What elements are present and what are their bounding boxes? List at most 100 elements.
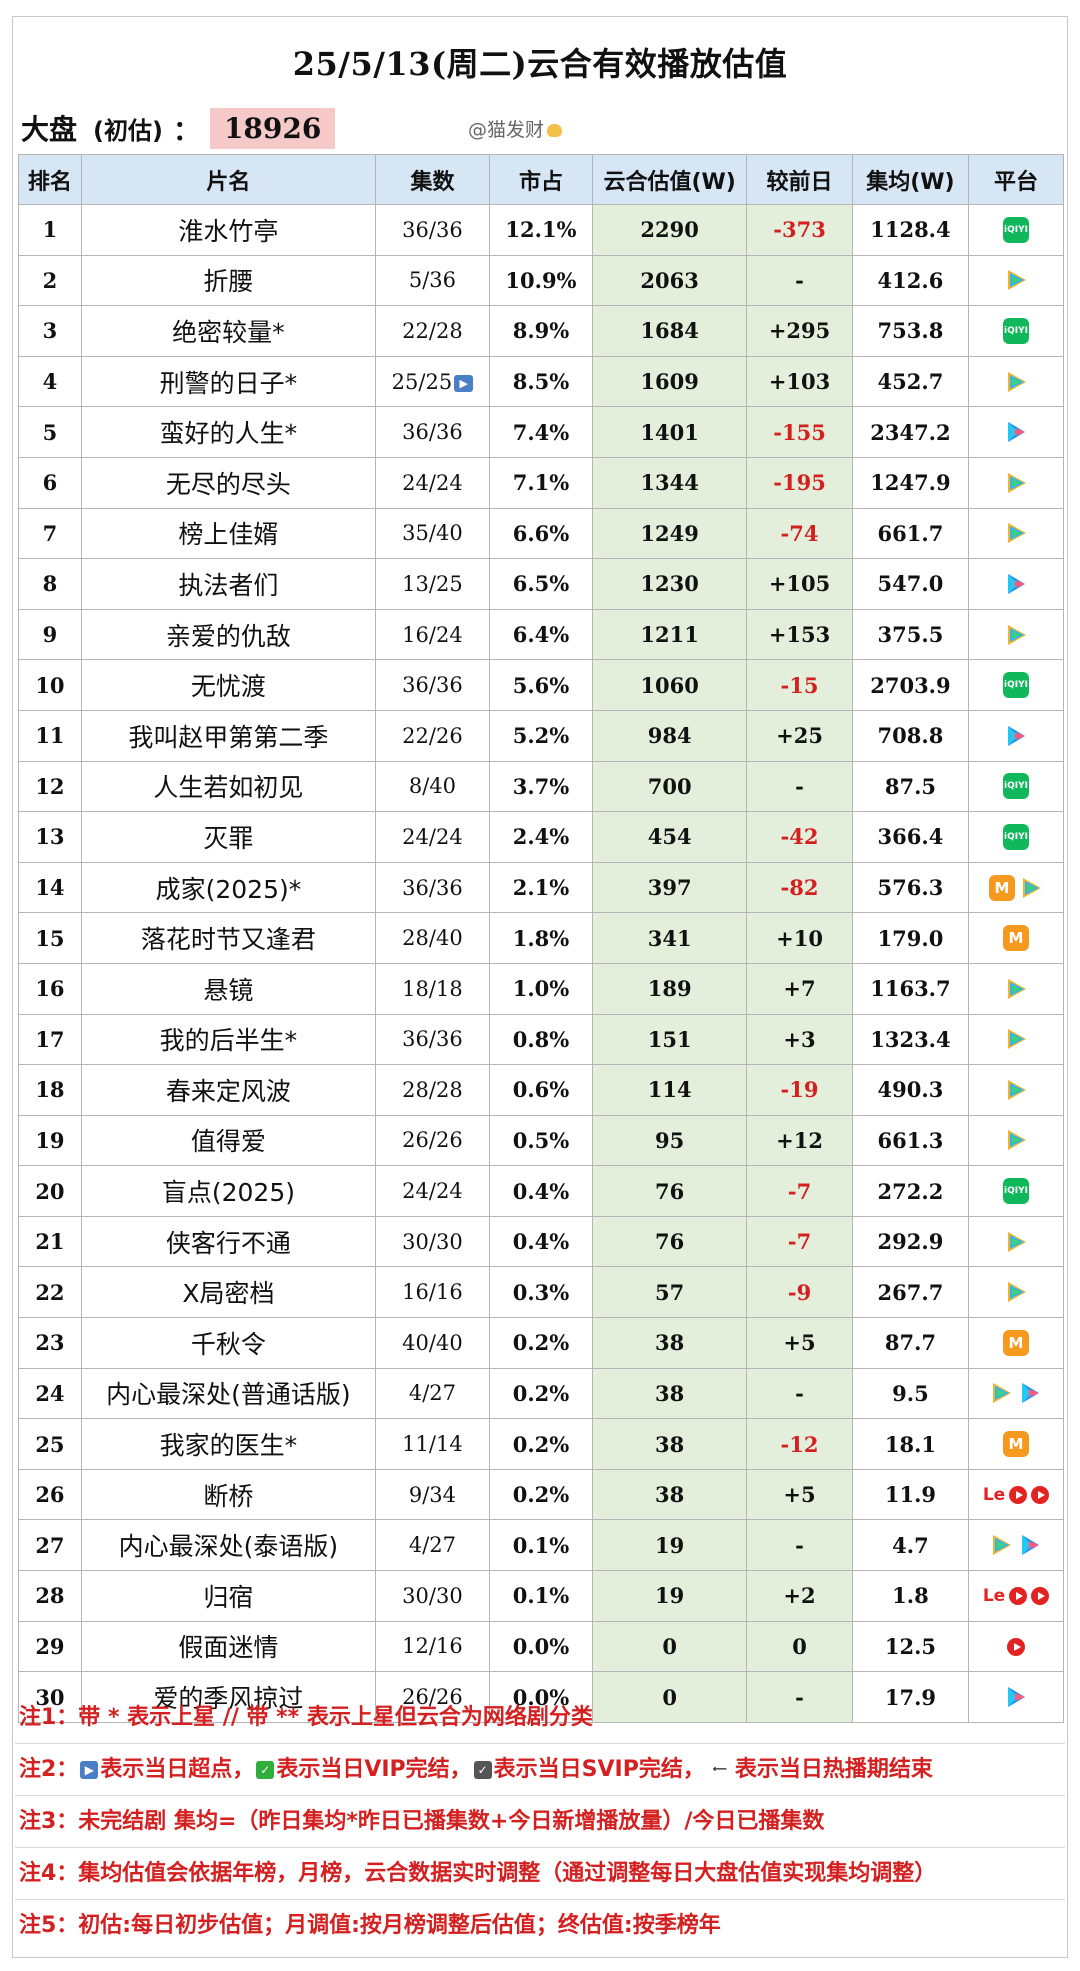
episodes-text: 40/40 (402, 1330, 463, 1355)
estimate-cell: 700 (592, 760, 748, 813)
mango-tv-icon: M (1003, 1431, 1030, 1458)
tencent-video-icon (989, 1381, 1013, 1405)
note-2-d: 表示当日热播期结束 (734, 1757, 933, 1782)
platform-cell: iQIYI (968, 659, 1064, 711)
table-row: 20 盲点(2025) 24/24 0.4% 76 -7 272.2 iQIYI (18, 1165, 1064, 1217)
tencent-video-icon (1004, 471, 1028, 495)
title-cell: 无尽的尽头 (80, 456, 377, 509)
change-cell: -12 (746, 1418, 853, 1470)
episodes-cell: 22/26 (375, 709, 490, 762)
average-cell: 375.5 (851, 608, 970, 661)
platform-cell (968, 406, 1064, 458)
average-cell: 272.2 (851, 1165, 970, 1217)
title-cell: 我的后半生* (80, 1013, 377, 1066)
title-cell: 悬镜 (80, 962, 377, 1015)
episodes-text: 4/27 (408, 1381, 457, 1406)
share-cell: 0.4% (488, 1165, 594, 1217)
platform-cell (968, 254, 1064, 307)
ranking-card: 25/5/13(周二)云合有效播放估值 大盘 (初估) ： 18926 @猫发财… (12, 16, 1068, 1958)
platform-cell: iQIYI (968, 204, 1064, 256)
change-cell: - (746, 1519, 853, 1572)
rank-cell: 17 (18, 1013, 82, 1066)
tencent-video-icon (1004, 1027, 1028, 1051)
change-cell: -74 (746, 507, 853, 560)
rank-cell: 23 (18, 1317, 82, 1369)
share-cell: 2.1% (488, 861, 594, 914)
table-row: 22 X局密档 16/16 0.3% 57 -9 267.7 (18, 1266, 1064, 1319)
share-cell: 6.6% (488, 507, 594, 560)
platform-cell: iQIYI (968, 811, 1064, 863)
platform-cell: M (968, 1317, 1064, 1369)
estimate-cell: 38 (592, 1317, 748, 1369)
change-cell: +103 (746, 355, 853, 408)
platform-cell (968, 558, 1064, 610)
platform-cell: M (968, 912, 1064, 964)
rank-cell: 5 (18, 406, 82, 458)
watermark: @猫发财 (468, 115, 563, 142)
estimate-cell: 1211 (592, 608, 748, 661)
table-row: 9 亲爱的仇敌 16/24 6.4% 1211 +153 375.5 (18, 608, 1064, 661)
table-row: 7 榜上佳婿 35/40 6.6% 1249 -74 661.7 (18, 507, 1064, 560)
episodes-cell: 36/36 (375, 861, 490, 914)
episodes-cell: 24/24 (375, 456, 490, 509)
platform-cell: iQIYI (968, 1165, 1064, 1217)
table-row: 3 绝密较量* 22/28 8.9% 1684 +295 753.8 iQIYI (18, 305, 1064, 357)
platform-cell (968, 456, 1064, 509)
estimate-cell: 114 (592, 1064, 748, 1116)
episodes-text: 13/25 (402, 571, 463, 596)
table-row: 12 人生若如初见 8/40 3.7% 700-87.5 iQIYI (18, 760, 1064, 813)
change-cell: -19 (746, 1064, 853, 1116)
market-total: 大盘 (初估) ： 18926 (21, 105, 336, 151)
title-cell: 断桥 (80, 1468, 377, 1521)
market-sub-label: (初估) (93, 116, 163, 145)
estimate-cell: 397 (592, 861, 748, 914)
episodes-cell: 4/27 (375, 1367, 490, 1420)
dark-checkmark-icon: ✓ (473, 1761, 492, 1779)
rank-cell: 8 (18, 558, 82, 610)
estimate-cell: 19 (592, 1519, 748, 1572)
title-cell: X局密档 (80, 1266, 377, 1319)
average-cell: 179.0 (851, 912, 970, 964)
rank-cell: 25 (18, 1418, 82, 1470)
change-cell: -82 (746, 861, 853, 914)
average-cell: 366.4 (851, 811, 970, 863)
episodes-cell: 18/18 (375, 962, 490, 1015)
episodes-text: 4/27 (408, 1533, 457, 1558)
red-play-icon (1031, 1485, 1050, 1504)
youku-icon (1003, 1684, 1029, 1710)
episodes-cell: 26/26 (375, 1671, 490, 1723)
change-cell: -155 (746, 406, 853, 458)
iqiyi-icon: iQIYI (1003, 823, 1030, 850)
table-row: 4 刑警的日子* 25/25 ▶ 8.5% 1609 +103 452.7 (18, 355, 1064, 408)
average-cell: 753.8 (851, 305, 970, 357)
change-cell: -7 (746, 1215, 853, 1268)
platform-cell (968, 1114, 1064, 1167)
share-cell: 6.5% (488, 558, 594, 610)
average-cell: 87.5 (851, 760, 970, 813)
title-cell: 落花时节又逢君 (80, 912, 377, 964)
red-play-icon (1009, 1485, 1028, 1504)
platform-cell (968, 709, 1064, 762)
red-play-icon (1007, 1638, 1026, 1657)
estimate-cell: 189 (592, 962, 748, 1015)
episodes-cell: 36/36 (375, 406, 490, 458)
estimate-cell: 19 (592, 1570, 748, 1622)
tencent-video-icon (1004, 1230, 1028, 1254)
episodes-cell: 28/40 (375, 912, 490, 964)
title-cell: 我家的医生* (80, 1418, 377, 1470)
title-cell: 爱的季风掠过 (80, 1671, 377, 1723)
table-row: 11 我叫赵甲第第二季 22/26 5.2% 984 +25 708.8 (18, 709, 1064, 762)
episodes-text: 12/16 (402, 1634, 463, 1659)
episodes-text: 11/14 (402, 1432, 463, 1457)
rank-cell: 12 (18, 760, 82, 813)
rank-cell: 28 (18, 1570, 82, 1622)
average-cell: 267.7 (851, 1266, 970, 1319)
youku-icon (1017, 1380, 1043, 1406)
rank-cell: 20 (18, 1165, 82, 1217)
share-cell: 7.4% (488, 406, 594, 458)
table-row: 15 落花时节又逢君 28/40 1.8% 341 +10 179.0 M (18, 912, 1064, 964)
table-header-row: 排名 片名 集数 市占 云合估值(W) 较前日 集均(W) 平台 (18, 154, 1064, 205)
share-cell: 1.8% (488, 912, 594, 964)
estimate-cell: 38 (592, 1367, 748, 1420)
table-body: 1 淮水竹亭 36/36 12.1% 2290 -373 1128.4 iQIYI 2 折腰 5/3… (18, 204, 1064, 1723)
